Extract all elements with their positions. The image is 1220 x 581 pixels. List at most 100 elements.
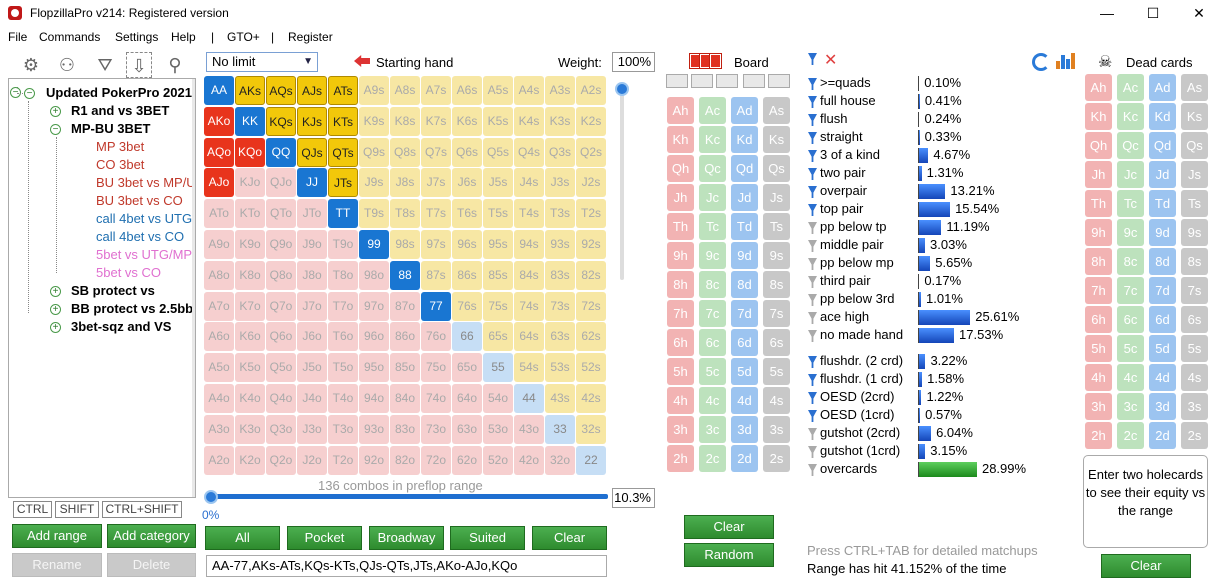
hand-cell-T7s[interactable]: T7s <box>421 199 451 229</box>
hand-cell-Q4s[interactable]: Q4s <box>514 137 544 167</box>
card-5s[interactable]: 5s <box>763 358 790 385</box>
filter-icon[interactable] <box>808 132 817 144</box>
hand-cell-QJo[interactable]: QJo <box>266 168 296 198</box>
hand-cell-J9s[interactable]: J9s <box>359 168 389 198</box>
card-4d[interactable]: 4d <box>1149 364 1176 391</box>
card-7h[interactable]: 7h <box>1085 277 1112 304</box>
hand-cell-KJo[interactable]: KJo <box>235 168 265 198</box>
stat-label[interactable]: flush <box>820 111 848 126</box>
card-6s[interactable]: 6s <box>1181 306 1208 333</box>
filter-icon[interactable] <box>808 204 817 216</box>
hand-cell-J8s[interactable]: J8s <box>390 168 420 198</box>
hand-cell-66[interactable]: 66 <box>452 322 482 352</box>
card-Js[interactable]: Js <box>1181 161 1208 188</box>
board-slot[interactable] <box>716 74 738 88</box>
tree-leaf-bu-3bet-mp[interactable]: BU 3bet vs MP/UTG <box>96 175 196 190</box>
card-Ts[interactable]: Ts <box>763 213 790 240</box>
hand-cell-85s[interactable]: 85s <box>483 260 513 290</box>
hand-cell-T8s[interactable]: T8s <box>390 199 420 229</box>
stat-label[interactable]: pp below tp <box>820 219 887 234</box>
range-percent-input[interactable]: 10.3% <box>612 488 655 508</box>
card-8h[interactable]: 8h <box>667 271 694 298</box>
card-6d[interactable]: 6d <box>1149 306 1176 333</box>
menu-settings[interactable]: Settings <box>115 30 159 44</box>
filter-icon[interactable] <box>808 410 817 422</box>
hand-cell-T8o[interactable]: T8o <box>328 260 358 290</box>
filter-icon[interactable] <box>808 312 817 324</box>
card-Th[interactable]: Th <box>667 213 694 240</box>
hand-cell-K7s[interactable]: K7s <box>421 106 451 136</box>
hand-cell-KK[interactable]: KK <box>235 106 265 136</box>
card-9h[interactable]: 9h <box>1085 219 1112 246</box>
filter-icon[interactable] <box>808 392 817 404</box>
select-broadway-button[interactable]: Broadway <box>369 526 444 550</box>
card-7d[interactable]: 7d <box>731 300 758 327</box>
collapse-icon[interactable]: − <box>50 124 61 135</box>
hand-cell-J3s[interactable]: J3s <box>545 168 575 198</box>
hand-cell-T6o[interactable]: T6o <box>328 322 358 352</box>
card-4c[interactable]: 4c <box>1117 364 1144 391</box>
card-Kd[interactable]: Kd <box>731 126 758 153</box>
hand-cell-K3s[interactable]: K3s <box>545 106 575 136</box>
card-Tc[interactable]: Tc <box>1117 190 1144 217</box>
hand-cell-T7o[interactable]: T7o <box>328 291 358 321</box>
hand-cell-93s[interactable]: 93s <box>545 230 575 259</box>
stat-label[interactable]: gutshot (2crd) <box>820 425 901 440</box>
slider-handle[interactable] <box>204 490 218 504</box>
card-4d[interactable]: 4d <box>731 387 758 414</box>
hand-cell-A2s[interactable]: A2s <box>576 76 606 105</box>
card-Js[interactable]: Js <box>763 184 790 211</box>
hand-cell-AA[interactable]: AA <box>204 76 234 105</box>
weight-slider[interactable] <box>615 82 629 282</box>
hand-cell-T3s[interactable]: T3s <box>545 199 575 229</box>
card-5c[interactable]: 5c <box>1117 335 1144 362</box>
card-Tc[interactable]: Tc <box>699 213 726 240</box>
hand-cell-K4s[interactable]: K4s <box>514 106 544 136</box>
hand-cell-93o[interactable]: 93o <box>359 414 389 444</box>
expand-icon[interactable]: + <box>50 106 61 117</box>
card-3d[interactable]: 3d <box>1149 393 1176 420</box>
hand-cell-K3o[interactable]: K3o <box>235 414 265 444</box>
card-Ac[interactable]: Ac <box>1117 74 1144 101</box>
card-5s[interactable]: 5s <box>1181 335 1208 362</box>
tree-leaf-5bet-utg[interactable]: 5bet vs UTG/MP <box>96 247 193 262</box>
hand-cell-Q7s[interactable]: Q7s <box>421 137 451 167</box>
card-5h[interactable]: 5h <box>667 358 694 385</box>
tree-node-mp-bu[interactable]: MP-BU 3BET <box>71 121 151 136</box>
card-6c[interactable]: 6c <box>1117 306 1144 333</box>
card-Qc[interactable]: Qc <box>699 155 726 182</box>
hand-cell-K6o[interactable]: K6o <box>235 322 265 352</box>
hand-cell-K8o[interactable]: K8o <box>235 260 265 290</box>
card-Qd[interactable]: Qd <box>1149 132 1176 159</box>
hand-cell-Q4o[interactable]: Q4o <box>266 384 296 413</box>
hand-cell-A3o[interactable]: A3o <box>204 414 234 444</box>
card-Qd[interactable]: Qd <box>731 155 758 182</box>
gear-icon[interactable]: ⚙ <box>22 55 40 75</box>
hand-cell-AJs[interactable]: AJs <box>297 76 327 105</box>
hand-cell-AJo[interactable]: AJo <box>204 168 234 198</box>
hand-cell-42s[interactable]: 42s <box>576 384 606 413</box>
stat-label[interactable]: pp below 3rd <box>820 291 895 306</box>
hand-cell-63s[interactable]: 63s <box>545 322 575 352</box>
hand-cell-ATs[interactable]: ATs <box>328 76 358 105</box>
hand-cell-A4o[interactable]: A4o <box>204 384 234 413</box>
card-Jd[interactable]: Jd <box>731 184 758 211</box>
stat-label[interactable]: two pair <box>820 165 866 180</box>
card-5c[interactable]: 5c <box>699 358 726 385</box>
hand-cell-83s[interactable]: 83s <box>545 260 575 290</box>
card-6c[interactable]: 6c <box>699 329 726 356</box>
import-icon[interactable]: ⇩ <box>126 52 152 78</box>
hand-cell-J8o[interactable]: J8o <box>297 260 327 290</box>
hand-cell-62s[interactable]: 62s <box>576 322 606 352</box>
card-Jh[interactable]: Jh <box>1085 161 1112 188</box>
hand-cell-Q8o[interactable]: Q8o <box>266 260 296 290</box>
select-all-button[interactable]: All <box>205 526 280 550</box>
hand-cell-J6s[interactable]: J6s <box>452 168 482 198</box>
tree-node-3bet-sqz[interactable]: 3bet-sqz and VS <box>71 319 172 334</box>
card-Qs[interactable]: Qs <box>1181 132 1208 159</box>
card-Kd[interactable]: Kd <box>1149 103 1176 130</box>
card-5d[interactable]: 5d <box>731 358 758 385</box>
card-Jd[interactable]: Jd <box>1149 161 1176 188</box>
hand-cell-55[interactable]: 55 <box>483 353 513 383</box>
card-2s[interactable]: 2s <box>1181 422 1208 449</box>
